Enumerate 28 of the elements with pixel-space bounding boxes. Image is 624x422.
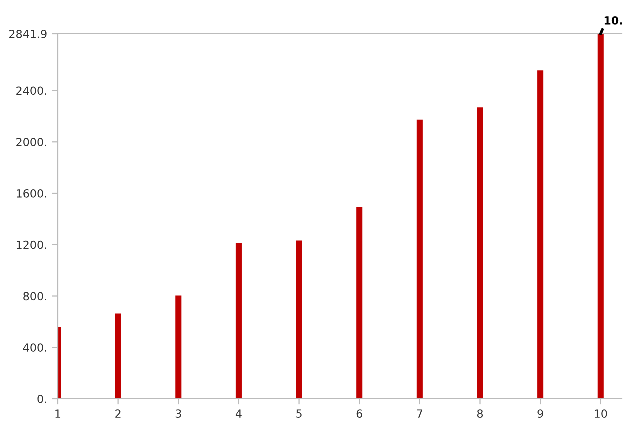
x-tick-label: 2: [116, 410, 121, 418]
bar: [296, 240, 302, 399]
x-tick-label: 3: [176, 410, 182, 418]
y-tick-label: 2841.9: [10, 30, 47, 38]
x-tick-label: 4: [236, 410, 242, 418]
x-tick-label: 10: [595, 410, 608, 418]
bar: [176, 296, 182, 399]
x-tick-label: 8: [477, 410, 484, 418]
x-tick-label: 9: [538, 410, 544, 418]
x-tick-label: 1: [56, 410, 61, 418]
y-tick-label: 800.: [24, 292, 46, 301]
y-tick-label: 0.: [38, 394, 46, 404]
annotation: 10.: [604, 16, 622, 25]
y-tick-label: 1600.: [16, 189, 46, 198]
y-tick-label: 2400.: [16, 86, 46, 96]
bar: [356, 208, 363, 399]
x-tick-label: 7: [417, 410, 423, 418]
bar: [477, 108, 484, 399]
bar: [598, 34, 604, 399]
x-tick-label: 5: [296, 410, 302, 418]
y-tick-label: 2000.: [16, 138, 46, 147]
bar: [538, 70, 544, 399]
bar: [236, 243, 242, 399]
x-tick-label: 6: [356, 410, 362, 418]
y-tick-label: 400.: [23, 344, 46, 352]
y-tick-label: 1200.: [16, 240, 46, 250]
bar: [416, 120, 423, 399]
bar: [115, 314, 122, 399]
